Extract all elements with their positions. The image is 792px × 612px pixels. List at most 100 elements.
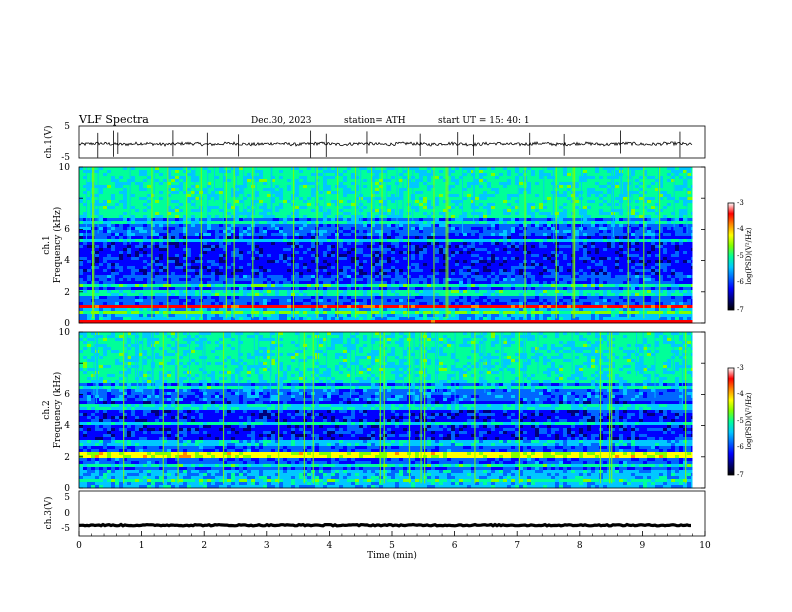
spectrogram-cell bbox=[283, 227, 288, 231]
spectrogram-cell bbox=[503, 185, 508, 189]
spectrogram-cell bbox=[151, 209, 156, 213]
spectrogram-cell bbox=[651, 191, 656, 195]
spectrogram-cell bbox=[647, 179, 652, 183]
spectrogram-cell bbox=[139, 179, 144, 183]
spectrogram-cell bbox=[507, 203, 512, 207]
spectrogram-cell bbox=[403, 260, 408, 264]
spectrogram-cell bbox=[687, 167, 692, 171]
spectrogram-cell bbox=[343, 236, 348, 240]
spectrogram-cell bbox=[247, 206, 252, 210]
spectrogram-cell bbox=[295, 218, 300, 222]
spectrogram-cell bbox=[295, 194, 300, 198]
spectrogram-cell bbox=[163, 239, 168, 243]
spectrogram-cell bbox=[239, 218, 244, 222]
spectrogram-cell bbox=[159, 257, 164, 261]
spectrogram-cell bbox=[671, 236, 676, 240]
spectrogram-cell bbox=[303, 182, 308, 186]
spectrogram-cell bbox=[83, 257, 88, 261]
spectrogram-cell bbox=[551, 218, 556, 222]
spectrogram-cell bbox=[299, 182, 304, 186]
spectrogram-cell bbox=[475, 197, 480, 201]
spectrogram-cell bbox=[135, 197, 140, 201]
spectrogram-cell bbox=[319, 215, 324, 219]
spectrogram-cell bbox=[499, 218, 504, 222]
spectrogram-cell bbox=[279, 191, 284, 195]
spectrogram-cell bbox=[563, 182, 568, 186]
spectrogram-cell bbox=[479, 179, 484, 183]
spectrogram-cell bbox=[339, 218, 344, 222]
spectrogram-cell bbox=[151, 230, 156, 234]
spectrogram-cell bbox=[151, 182, 156, 186]
spectrogram-cell bbox=[575, 167, 580, 171]
spectrogram-cell bbox=[567, 209, 572, 213]
spectrogram-cell bbox=[79, 254, 84, 258]
spectrogram-cell bbox=[267, 233, 272, 237]
spectrogram-cell bbox=[467, 182, 472, 186]
spectrogram-cell bbox=[595, 203, 600, 207]
spectrogram-cell bbox=[171, 167, 176, 171]
spectrogram-cell bbox=[447, 170, 452, 174]
spectrogram-cell bbox=[683, 245, 688, 249]
spectrogram-cell bbox=[563, 254, 568, 258]
spectrogram-cell bbox=[267, 188, 272, 192]
spectrogram-cell bbox=[563, 215, 568, 219]
spectrogram-cell bbox=[231, 233, 236, 237]
spectrogram-cell bbox=[631, 239, 636, 243]
spectrogram-cell bbox=[451, 203, 456, 207]
spectrogram-cell bbox=[443, 251, 448, 255]
spectrogram-cell bbox=[307, 182, 312, 186]
spectrogram-cell bbox=[231, 215, 236, 219]
spectrogram-cell bbox=[103, 176, 108, 180]
spectrogram-cell bbox=[111, 239, 116, 243]
spectrogram-cell bbox=[635, 245, 640, 249]
spectrogram-cell bbox=[143, 188, 148, 192]
spectrogram-cell bbox=[599, 227, 604, 231]
spectrogram-cell bbox=[631, 167, 636, 171]
spectrogram-cell bbox=[359, 248, 364, 252]
spectrogram-cell bbox=[179, 176, 184, 180]
spectrogram-cell bbox=[267, 170, 272, 174]
spectrogram-cell bbox=[339, 236, 344, 240]
spectrogram-cell bbox=[287, 218, 292, 222]
spectrogram-cell bbox=[547, 233, 552, 237]
spectrogram-cell bbox=[487, 182, 492, 186]
spectrogram-cell bbox=[567, 245, 572, 249]
spectrogram-cell bbox=[511, 227, 516, 231]
spectrogram-cell bbox=[239, 227, 244, 231]
spectrogram-cell bbox=[683, 215, 688, 219]
spectrogram-cell bbox=[135, 176, 140, 180]
spectrogram-cell bbox=[463, 221, 468, 225]
spectrogram-cell bbox=[119, 215, 124, 219]
spectrogram-cell bbox=[647, 251, 652, 255]
spectrogram-cell bbox=[219, 176, 224, 180]
spectrogram-cell bbox=[363, 242, 368, 246]
spectrogram-cell bbox=[639, 191, 644, 195]
spectrogram-cell bbox=[595, 185, 600, 189]
spectrogram-cell bbox=[459, 257, 464, 261]
spectrogram-cell bbox=[179, 254, 184, 258]
spectrogram-cell bbox=[127, 200, 132, 204]
spectrogram-cell bbox=[459, 212, 464, 216]
spectrogram-cell bbox=[471, 245, 476, 249]
spectrogram-cell bbox=[415, 206, 420, 210]
spectrogram-cell bbox=[539, 203, 544, 207]
spectrogram-cell bbox=[243, 239, 248, 243]
spectrogram-cell bbox=[119, 212, 124, 216]
spectrogram-cell bbox=[215, 254, 220, 258]
spectrogram-cell bbox=[343, 206, 348, 210]
spectrogram-cell bbox=[647, 230, 652, 234]
spectrogram-cell bbox=[187, 194, 192, 198]
spectrogram-cell bbox=[583, 242, 588, 246]
spectrogram-cell bbox=[491, 242, 496, 246]
spectrogram-cell bbox=[331, 206, 336, 210]
spectrogram-cell bbox=[539, 257, 544, 261]
spectrogram-cell bbox=[227, 257, 232, 261]
spectrogram-cell bbox=[655, 236, 660, 240]
spectrogram-cell bbox=[587, 242, 592, 246]
spectrogram-cell bbox=[359, 236, 364, 240]
spectrogram-cell bbox=[627, 218, 632, 222]
spectrogram-cell bbox=[467, 254, 472, 258]
spectrogram-cell bbox=[143, 191, 148, 195]
spectrogram-cell bbox=[399, 176, 404, 180]
spectrogram-cell bbox=[175, 179, 180, 183]
